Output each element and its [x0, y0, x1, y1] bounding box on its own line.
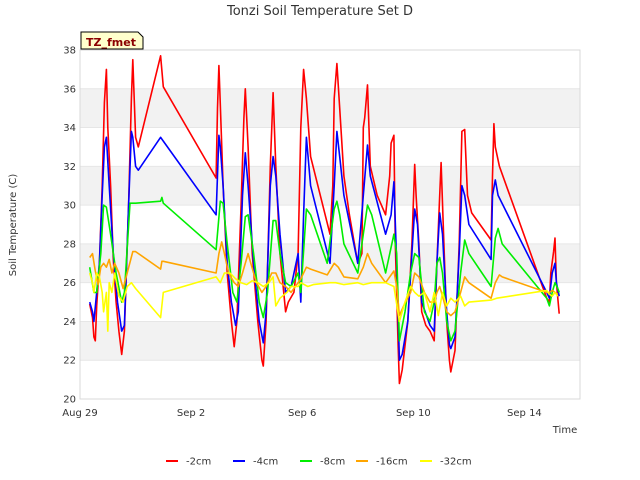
y-tick-label: 34: [63, 123, 76, 134]
grid-band: [80, 88, 580, 128]
y-tick-label: 30: [63, 201, 76, 212]
series-line-16cm: [89, 241, 559, 317]
site-badge-label: TZ_fmet: [86, 36, 136, 49]
series-line-2cm: [88, 54, 560, 385]
x-tick-label: Sep 2: [177, 408, 205, 419]
legend-label: -16cm: [376, 457, 408, 468]
x-axis-label: Time: [552, 425, 577, 436]
legend-label: -4cm: [253, 457, 278, 468]
y-tick-label: 24: [63, 317, 76, 328]
y-tick-label: 32: [63, 162, 76, 173]
x-tick-label: Aug 29: [62, 408, 97, 419]
y-tick-label: 38: [63, 46, 76, 57]
legend-label: -8cm: [320, 457, 345, 468]
legend-label: -32cm: [440, 457, 472, 468]
y-tick-label: 22: [63, 356, 76, 367]
y-tick-label: 20: [63, 395, 76, 406]
legend-label: -2cm: [186, 457, 211, 468]
site-badge-box: [80, 31, 144, 50]
grid-band: [80, 166, 580, 206]
axis-ticks: 20 22 24 26 28 30 32 34 36 38 Aug 29 Sep 2 Sep 6 Sep …: [62, 46, 542, 420]
plot-frame: [79, 49, 581, 400]
y-tick-label: 28: [63, 239, 76, 250]
y-axis-label: Soil Temperature (C): [8, 174, 19, 277]
series-lines: [88, 54, 560, 385]
series-line-32cm: [88, 272, 559, 332]
x-tick-label: Sep 14: [507, 408, 542, 419]
y-tick-label: 26: [63, 278, 76, 289]
series-line-4cm: [88, 130, 560, 362]
chart-title: Tonzi Soil Temperature Set D: [226, 4, 413, 19]
x-tick-label: Sep 10: [396, 408, 431, 419]
grid-band: [80, 321, 580, 361]
background-bands: [79, 49, 581, 400]
site-badge: TZ_fmet: [80, 31, 144, 50]
y-tick-label: 36: [63, 84, 76, 95]
legend: -2cm -4cm -8cm -16cm -32cm: [166, 457, 472, 468]
x-tick-label: Sep 6: [288, 408, 316, 419]
